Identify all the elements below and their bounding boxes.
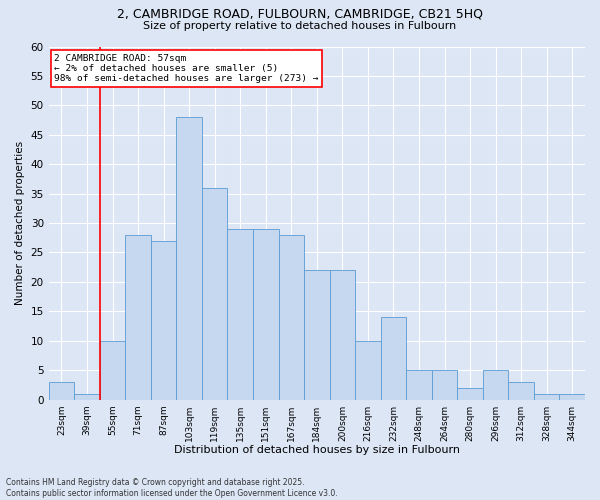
Bar <box>278 235 304 400</box>
Bar <box>304 270 329 400</box>
Bar <box>457 388 483 400</box>
Bar <box>125 235 151 400</box>
Bar <box>508 382 534 400</box>
Text: 2 CAMBRIDGE ROAD: 57sqm
← 2% of detached houses are smaller (5)
98% of semi-deta: 2 CAMBRIDGE ROAD: 57sqm ← 2% of detached… <box>54 54 319 84</box>
Bar <box>432 370 457 400</box>
Bar <box>74 394 100 400</box>
Text: Contains HM Land Registry data © Crown copyright and database right 2025.
Contai: Contains HM Land Registry data © Crown c… <box>6 478 338 498</box>
Text: 2, CAMBRIDGE ROAD, FULBOURN, CAMBRIDGE, CB21 5HQ: 2, CAMBRIDGE ROAD, FULBOURN, CAMBRIDGE, … <box>117 8 483 20</box>
Bar <box>380 317 406 400</box>
Y-axis label: Number of detached properties: Number of detached properties <box>15 141 25 305</box>
Text: Size of property relative to detached houses in Fulbourn: Size of property relative to detached ho… <box>143 21 457 31</box>
Bar <box>253 229 278 400</box>
Bar <box>406 370 432 400</box>
Bar <box>176 117 202 400</box>
Bar <box>227 229 253 400</box>
Bar <box>100 340 125 400</box>
Bar <box>151 240 176 400</box>
Bar <box>483 370 508 400</box>
Bar <box>49 382 74 400</box>
Bar <box>329 270 355 400</box>
Bar <box>534 394 559 400</box>
Bar <box>355 340 380 400</box>
X-axis label: Distribution of detached houses by size in Fulbourn: Distribution of detached houses by size … <box>174 445 460 455</box>
Bar <box>559 394 585 400</box>
Bar <box>202 188 227 400</box>
